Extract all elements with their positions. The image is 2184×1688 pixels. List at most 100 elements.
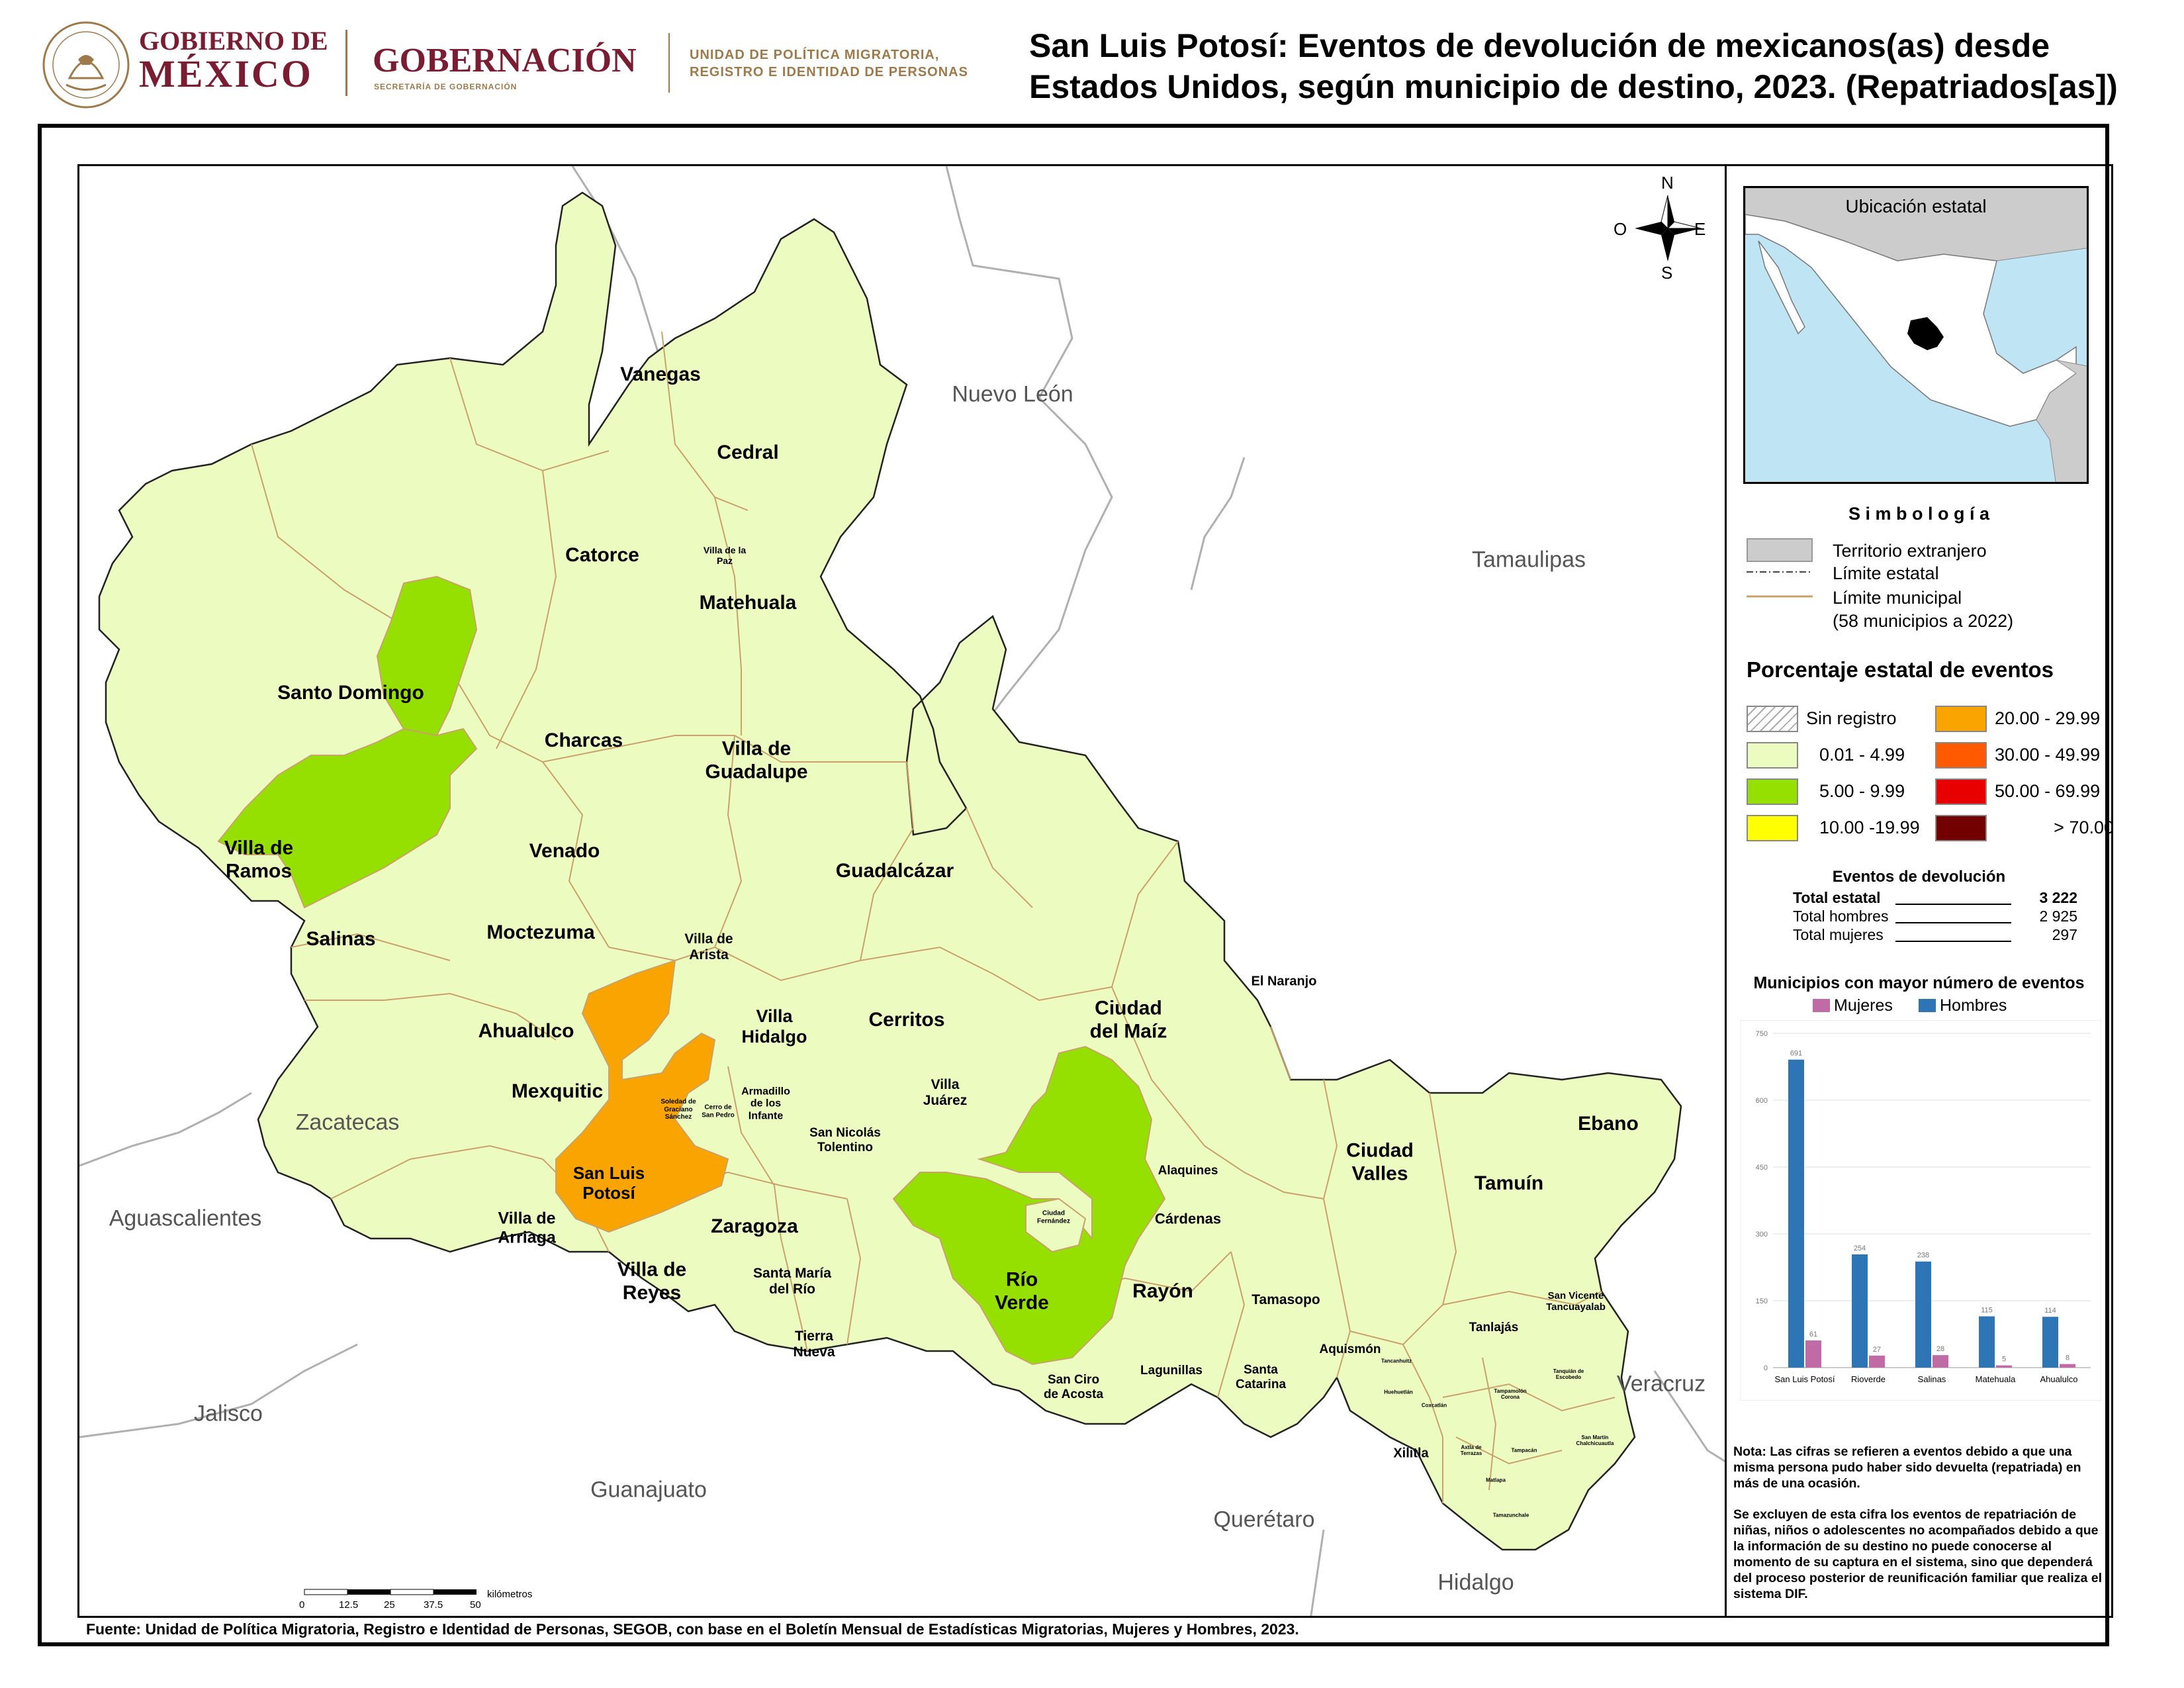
muni-label: Tampamolón Corona — [1494, 1387, 1527, 1400]
muni-label: Tierra Nueva — [793, 1328, 835, 1360]
y-tick-label: 0 — [1764, 1364, 1768, 1372]
title-line2: Estados Unidos, según municipio de desti… — [1029, 68, 2118, 105]
unit-line2: REGISTRO E IDENTIDAD DE PERSONAS — [690, 65, 968, 79]
map-title: San Luis Potosí: Eventos de devolución d… — [1029, 25, 2154, 107]
muni-label: Villa de Ramos — [224, 837, 294, 882]
class-swatch — [1935, 742, 1987, 769]
map-canvas — [79, 166, 1725, 1616]
events-women-label: Total mujeres — [1793, 926, 1884, 943]
muni-salinas — [217, 727, 478, 909]
data-label-mujeres: 28 — [1936, 1345, 1944, 1353]
leader-line — [1895, 904, 2011, 905]
data-label-hombres: 115 — [1981, 1307, 1993, 1315]
coat-of-arms-icon — [42, 21, 130, 109]
muni-label: Cerro de San Pedro — [702, 1103, 735, 1119]
source-note: Fuente: Unidad de Política Migratoria, R… — [86, 1620, 1299, 1638]
muni-label: San Luis Potosí — [572, 1163, 645, 1203]
muni-label: Santa Catarina — [1235, 1363, 1287, 1391]
class-label: > 70.00 — [2054, 818, 2114, 837]
scale-tick: 37.5 — [424, 1599, 443, 1611]
class-swatch — [1935, 706, 1987, 732]
note-1: Nota: Las cifras se refieren a eventos d… — [1733, 1444, 2081, 1491]
class-swatch — [1935, 815, 1987, 841]
class-swatch — [1935, 778, 1987, 805]
compass-rose-icon — [1635, 195, 1702, 261]
bar-hombres — [1979, 1316, 1995, 1368]
bar-mujeres — [2060, 1364, 2075, 1368]
muni-label: Tampacán — [1511, 1447, 1537, 1454]
muni-label: Villa de Arista — [684, 931, 733, 962]
muni-label: Tamasopo — [1251, 1291, 1320, 1307]
data-label-mujeres: 27 — [1873, 1346, 1881, 1354]
scale-bar — [304, 1589, 477, 1595]
muni-label: Villa de Guadalupe — [705, 737, 808, 783]
class-label: 20.00 - 29.99 — [1995, 708, 2101, 728]
scale-unit: kilómetros — [487, 1589, 533, 1600]
leader-line — [1895, 941, 2011, 942]
muni-label: Lagunillas — [1140, 1364, 1203, 1378]
bar-mujeres — [1869, 1355, 1885, 1368]
inset-map-canvas — [1745, 188, 2087, 482]
muni-label: Tamazunchale — [1492, 1512, 1529, 1519]
leader-line — [1895, 922, 2011, 923]
events-men-label: Total hombres — [1793, 908, 1889, 925]
muni-label: San Vicente Tancuayalab — [1546, 1289, 1606, 1313]
muni-label: Ciudad Valles — [1346, 1139, 1414, 1185]
gov-line2: MÉXICO — [139, 52, 313, 95]
class-swatch — [1747, 706, 1798, 732]
muni-label: Villa de Arriaga — [498, 1209, 556, 1246]
scale-tick: 12.5 — [339, 1599, 359, 1611]
outer-frame — [38, 124, 2109, 1646]
bar-hombres — [2042, 1317, 2058, 1368]
inset-title: Ubicación estatal — [1845, 196, 1987, 216]
data-label-hombres: 691 — [1790, 1050, 1802, 1058]
muni-label: Villa Hidalgo — [741, 1006, 807, 1047]
state-label: Querétaro — [1213, 1507, 1315, 1532]
state-label: Tamaulipas — [1472, 547, 1586, 573]
state-label: Guanajuato — [590, 1477, 707, 1503]
class-swatch — [1747, 815, 1798, 841]
y-tick-label: 450 — [1756, 1164, 1768, 1172]
muni-label: Santo Domingo — [277, 681, 424, 704]
state-line-icon — [1747, 571, 1813, 573]
muni-label: Axtla de Terrazas — [1460, 1444, 1482, 1456]
compass-w: O — [1614, 219, 1627, 239]
data-label-hombres: 238 — [1917, 1252, 1929, 1260]
muni-label: El Naranjo — [1251, 974, 1317, 989]
foreign-swatch — [1747, 538, 1813, 562]
bar-mujeres — [1996, 1365, 2012, 1368]
class-label: 0.01 - 4.99 — [1819, 745, 1905, 765]
compass-e: E — [1694, 219, 1706, 239]
muni-label: Tanquián de Escobedo — [1553, 1368, 1584, 1380]
scale-tick: 50 — [470, 1599, 481, 1611]
data-label-mujeres: 5 — [2002, 1356, 2006, 1364]
state-label: Nuevo León — [952, 381, 1073, 407]
muni-label: Cárdenas — [1154, 1210, 1222, 1227]
muni-label: Soledad de Graciano Sánchez — [660, 1098, 696, 1121]
muni-label: Villa de la Paz — [703, 544, 747, 566]
x-category-label: San Luis Potosí — [1774, 1374, 1835, 1384]
data-label-mujeres: 8 — [2066, 1354, 2070, 1362]
title-line1: San Luis Potosí: Eventos de devolución d… — [1029, 27, 2050, 64]
data-label-hombres: 114 — [2044, 1307, 2056, 1315]
compass-s: S — [1661, 263, 1673, 283]
class-label: 5.00 - 9.99 — [1819, 781, 1905, 801]
pct-title: Porcentaje estatal de eventos — [1747, 657, 2054, 682]
x-category-label: Rioverde — [1851, 1374, 1886, 1384]
muni-label: Venado — [529, 839, 600, 862]
y-tick-label: 150 — [1756, 1297, 1768, 1305]
muni-line-icon — [1747, 595, 1813, 598]
unit-line1: UNIDAD DE POLÍTICA MIGRATORIA, — [690, 48, 940, 62]
muni-label: Catorce — [565, 543, 639, 566]
legend-swatch-hombres — [1919, 999, 1936, 1012]
class-label: 10.00 -19.99 — [1819, 818, 1920, 837]
scale-tick: 25 — [384, 1599, 395, 1611]
bar-hombres — [1788, 1059, 1804, 1368]
muni-label: Matlapa — [1486, 1477, 1506, 1483]
x-category-label: Matehuala — [1976, 1374, 2016, 1384]
class-label: 50.00 - 69.99 — [1995, 781, 2101, 801]
state-label: Hidalgo — [1437, 1570, 1514, 1595]
map-panel: N S E O Nuevo León Tamaulipas Zacatecas … — [77, 164, 1727, 1618]
legend-hombres: Hombres — [1940, 996, 2007, 1015]
muni-label: Santa María del Río — [753, 1265, 831, 1297]
